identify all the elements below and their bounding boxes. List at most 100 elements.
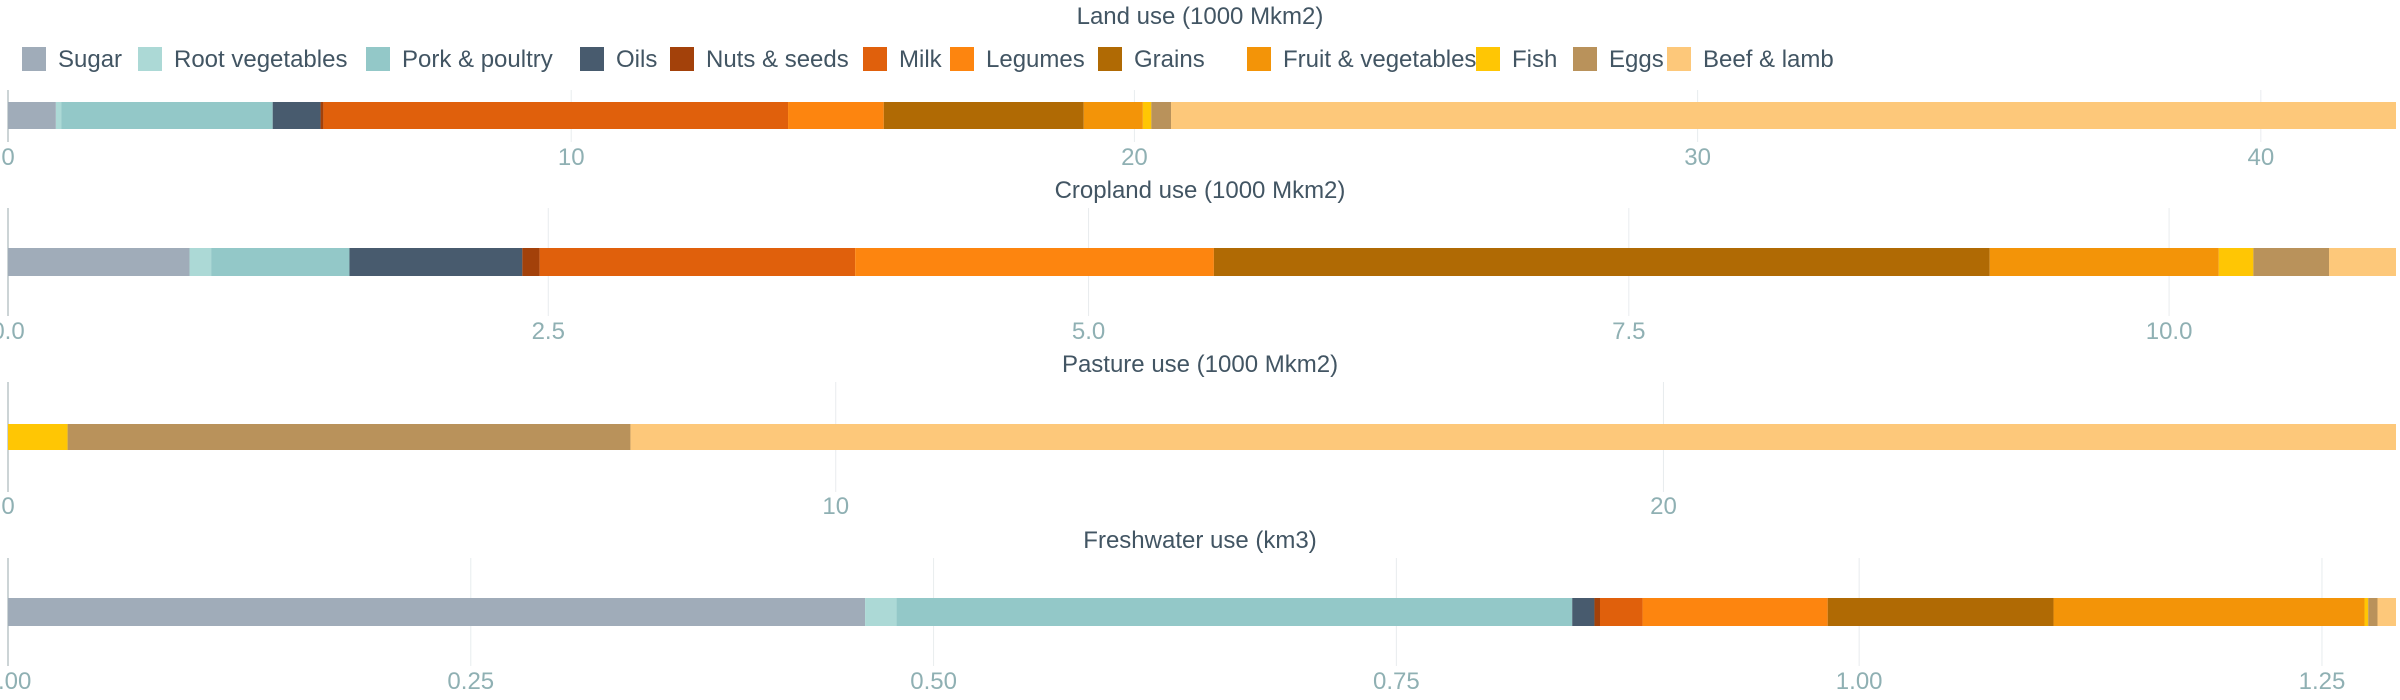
legend-swatch <box>22 47 46 71</box>
legend-swatch <box>670 47 694 71</box>
panel-title: Land use (1000 Mkm2) <box>1077 3 1324 30</box>
legend-entry-beef-and-lamb[interactable]: Beef & lamb <box>1667 46 1834 73</box>
legend-label: Fruit & vegetables <box>1283 46 1476 73</box>
bar-segment-beef-and-lamb[interactable] <box>2329 248 2396 276</box>
x-tick-label: 7.5 <box>1612 318 1645 345</box>
legend-entry-nuts-and-seeds[interactable]: Nuts & seeds <box>670 46 849 73</box>
legend-swatch <box>1667 47 1691 71</box>
panel-title: Pasture use (1000 Mkm2) <box>1062 351 1338 378</box>
bar-segment-fruit-and-vegetables[interactable] <box>2053 598 2365 626</box>
bar-segment-eggs[interactable] <box>1151 102 1172 129</box>
legend-entry-fish[interactable]: Fish <box>1476 46 1557 73</box>
bar-segment-oils[interactable] <box>272 102 321 129</box>
legend-label: Pork & poultry <box>402 46 553 73</box>
bar-segment-root-vegetables[interactable] <box>189 248 212 276</box>
bar-segment-beef-and-lamb[interactable] <box>630 424 2397 450</box>
bar-segment-fish[interactable] <box>1142 102 1152 129</box>
bar-segment-eggs[interactable] <box>67 424 631 450</box>
bar-segment-pork-and-poultry[interactable] <box>211 248 350 276</box>
legend-entry-grains[interactable]: Grains <box>1098 46 1205 73</box>
legend-entry-fruit-and-vegetables[interactable]: Fruit & vegetables <box>1247 46 1476 73</box>
x-tick-label: 1.00 <box>1836 668 1883 695</box>
bar-segment-legumes[interactable] <box>855 248 1214 276</box>
bar-segment-pork-and-poultry[interactable] <box>896 598 1573 626</box>
x-tick-label: 20 <box>1121 144 1148 171</box>
panel-cropland-use: Cropland use (1000 Mkm2) 0.0 2.5 5.0 7.5 10.0 <box>0 177 2396 345</box>
panel-pasture-use: Pasture use (1000 Mkm2) 0 10 20 <box>1 351 2397 520</box>
legend-entry-legumes[interactable]: Legumes <box>950 46 1085 73</box>
x-tick-label: 0.0 <box>0 318 25 345</box>
panel-freshwater-use: Freshwater use (km3) 0.00 0.25 0.50 0.75 1.00… <box>0 527 2396 695</box>
legend-label: Root vegetables <box>174 46 347 73</box>
bar-segment-grains[interactable] <box>1827 598 2054 626</box>
legend-swatch <box>366 47 390 71</box>
x-tick-label: 10.0 <box>2146 318 2193 345</box>
bar-segment-pork-and-poultry[interactable] <box>61 102 273 129</box>
bar-segment-grains[interactable] <box>883 102 1084 129</box>
x-tick-label: 2.5 <box>532 318 565 345</box>
legend-label: Nuts & seeds <box>706 46 849 73</box>
bar-segment-beef-and-lamb[interactable] <box>2377 598 2396 626</box>
legend-entry-oils[interactable]: Oils <box>580 46 657 73</box>
legend-label: Beef & lamb <box>1703 46 1834 73</box>
legend-entry-milk[interactable]: Milk <box>863 46 943 73</box>
chart-panels: Land use (1000 Mkm2) 0 10 20 30 40 Cropland us… <box>0 3 2397 695</box>
legend-label: Milk <box>899 46 943 73</box>
legend-swatch <box>950 47 974 71</box>
legend-entry-eggs[interactable]: Eggs <box>1573 46 1664 73</box>
x-tick-label: 0 <box>1 493 14 520</box>
x-tick-label: 40 <box>2247 144 2274 171</box>
x-tick-label: 30 <box>1684 144 1711 171</box>
x-tick-label: 1.25 <box>2299 668 2346 695</box>
legend-swatch <box>1247 47 1271 71</box>
legend-entry-pork-and-poultry[interactable]: Pork & poultry <box>366 46 553 73</box>
bar-segment-legumes[interactable] <box>788 102 884 129</box>
bar-segment-nuts-and-seeds[interactable] <box>320 102 324 129</box>
legend-entry-root-vegetables[interactable]: Root vegetables <box>138 46 347 73</box>
legend-label: Fish <box>1512 46 1557 73</box>
legend-swatch <box>1098 47 1122 71</box>
chart-legend: Sugar Root vegetables Pork & poultry Oils Nu… <box>22 46 1834 73</box>
panel-land-use: Land use (1000 Mkm2) 0 10 20 30 40 <box>1 3 2396 171</box>
panel-title: Cropland use (1000 Mkm2) <box>1055 177 1346 204</box>
x-tick-label: 20 <box>1650 493 1677 520</box>
bar-segment-eggs[interactable] <box>2368 598 2378 626</box>
bar-segment-fruit-and-vegetables[interactable] <box>1083 102 1143 129</box>
legend-label: Grains <box>1134 46 1205 73</box>
x-tick-label: 0.25 <box>447 668 494 695</box>
bar-segment-sugar[interactable] <box>8 598 866 626</box>
x-tick-label: 0 <box>1 144 14 171</box>
bar-segment-grains[interactable] <box>1213 248 1990 276</box>
bar-segment-root-vegetables[interactable] <box>55 102 62 129</box>
bar-segment-sugar[interactable] <box>8 248 190 276</box>
legend-swatch <box>1573 47 1597 71</box>
bar-segment-sugar[interactable] <box>8 102 56 129</box>
legend-label: Eggs <box>1609 46 1664 73</box>
bar-segment-milk[interactable] <box>539 248 856 276</box>
legend-entry-sugar[interactable]: Sugar <box>22 46 122 73</box>
bar-segment-milk[interactable] <box>1600 598 1643 626</box>
bar-segment-nuts-and-seeds[interactable] <box>1594 598 1600 626</box>
bar-segment-eggs[interactable] <box>2253 248 2330 276</box>
x-tick-label: 10 <box>558 144 585 171</box>
bar-segment-root-vegetables[interactable] <box>865 598 897 626</box>
legend-swatch <box>138 47 162 71</box>
legend-swatch <box>1476 47 1500 71</box>
bar-segment-beef-and-lamb[interactable] <box>1171 102 2396 129</box>
legend-label: Sugar <box>58 46 122 73</box>
bar-segment-legumes[interactable] <box>1642 598 1828 626</box>
x-tick-label: 0.50 <box>910 668 957 695</box>
bar-segment-fish[interactable] <box>2364 598 2369 626</box>
bar-segment-milk[interactable] <box>323 102 789 129</box>
bar-segment-oils[interactable] <box>1572 598 1595 626</box>
legend-swatch <box>863 47 887 71</box>
bar-segment-oils[interactable] <box>349 248 523 276</box>
bar-segment-fish[interactable] <box>8 424 68 450</box>
bar-segment-fish[interactable] <box>2218 248 2254 276</box>
x-tick-label: 5.0 <box>1072 318 1105 345</box>
x-tick-label: 0.75 <box>1373 668 1420 695</box>
bar-segment-fruit-and-vegetables[interactable] <box>1989 248 2219 276</box>
panel-title: Freshwater use (km3) <box>1083 527 1316 554</box>
bar-segment-nuts-and-seeds[interactable] <box>522 248 540 276</box>
